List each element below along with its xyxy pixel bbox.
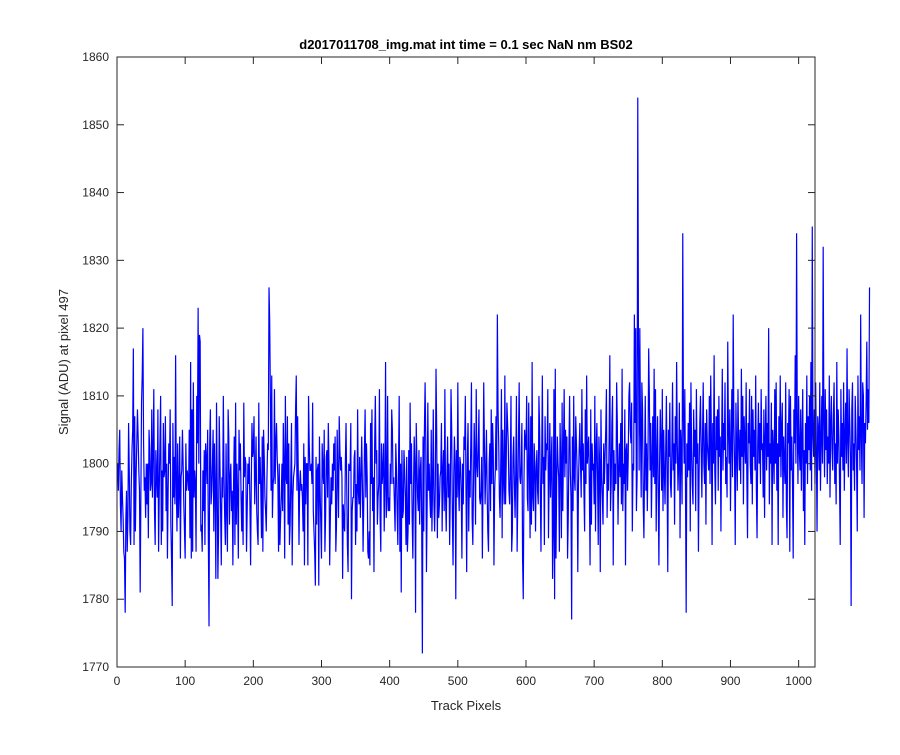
x-tick-label-700: 700 (584, 674, 604, 688)
axes-layer: 0 100 200 300 400 500 600 700 800 900 1000 1770 1780… (82, 50, 816, 688)
x-tick-label-1000: 1000 (785, 674, 812, 688)
y-axis-title: Signal (ADU) at pixel 497 (56, 289, 71, 435)
y-tick-label-1840: 1840 (82, 186, 109, 200)
x-tick-label-500: 500 (448, 674, 468, 688)
axes-box (116, 56, 816, 668)
y-tick-label-1860: 1860 (82, 50, 109, 64)
series-line-0 (117, 97, 871, 654)
y-tick-label-1790: 1790 (82, 524, 109, 538)
y-tick-label-1770: 1770 (82, 660, 109, 674)
y-tick-label-1830: 1830 (82, 253, 109, 267)
y-tick-label-1850: 1850 (82, 118, 109, 132)
y-tick-label-1780: 1780 (82, 592, 109, 606)
y-tick-label-1820: 1820 (82, 321, 109, 335)
x-tick-label-200: 200 (243, 674, 263, 688)
x-axis-title: Track Pixels (431, 698, 502, 713)
x-tick-label-300: 300 (311, 674, 331, 688)
x-tick-label-900: 900 (720, 674, 740, 688)
x-tick-label-100: 100 (175, 674, 195, 688)
y-tick-label-1810: 1810 (82, 389, 109, 403)
x-tick-label-600: 600 (516, 674, 536, 688)
x-tick-label-400: 400 (380, 674, 400, 688)
x-tick-label-0: 0 (114, 674, 121, 688)
y-tick-label-1800: 1800 (82, 457, 109, 471)
chart-title: d2017011708_img.mat int time = 0.1 sec N… (299, 37, 632, 52)
data-layer (117, 97, 871, 654)
x-tick-label-800: 800 (652, 674, 672, 688)
plot-area (117, 57, 815, 667)
